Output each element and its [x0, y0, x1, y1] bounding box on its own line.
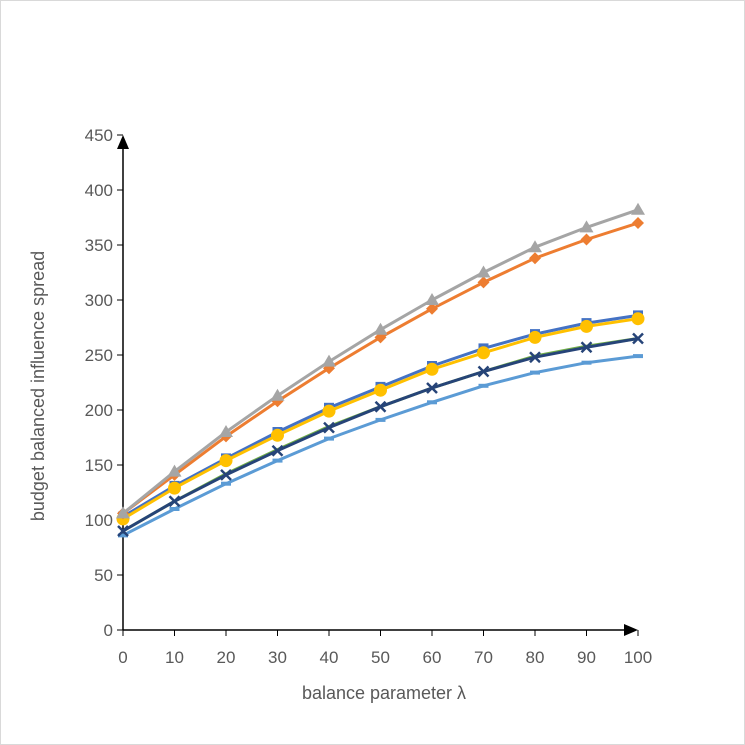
data-point [631, 202, 645, 215]
data-point [271, 444, 284, 457]
data-point [477, 276, 490, 289]
data-point [324, 436, 334, 441]
x-tick-label: 0 [118, 648, 127, 667]
data-point [528, 330, 542, 344]
data-point [116, 506, 130, 519]
data-point [631, 312, 645, 326]
y-tick-label: 300 [85, 291, 113, 310]
x-tick-label: 70 [474, 648, 493, 667]
y-tick-label: 250 [85, 346, 113, 365]
data-point-stroke [168, 495, 181, 508]
series-6 [117, 217, 644, 520]
data-point [374, 400, 387, 413]
data-point [117, 525, 129, 537]
data-point [529, 252, 541, 265]
data-point [476, 265, 491, 278]
x-tick-label: 40 [320, 648, 339, 667]
x-tick-label: 20 [217, 648, 236, 667]
x-tick-label: 10 [165, 648, 184, 667]
data-point [425, 293, 439, 305]
data-point-stroke [220, 469, 232, 481]
data-point [477, 365, 490, 378]
data-point-stroke [323, 421, 335, 434]
x-axis-title: balance parameter λ [302, 683, 466, 703]
data-point [529, 351, 541, 364]
y-tick-label: 350 [85, 236, 113, 255]
data-point [270, 388, 285, 401]
data-point [581, 360, 592, 365]
data-point [374, 383, 387, 397]
data-point-stroke [477, 365, 490, 378]
x-tick-label: 50 [371, 648, 390, 667]
series-line [121, 208, 640, 515]
data-point [478, 383, 489, 388]
data-point [373, 322, 388, 335]
y-tick-label: 150 [85, 456, 113, 475]
data-point [322, 354, 336, 367]
data-point [425, 362, 439, 376]
data-point-stroke [426, 382, 438, 394]
data-point [219, 454, 233, 468]
data-point [322, 404, 336, 418]
data-point-stroke [580, 341, 593, 354]
data-point [169, 507, 180, 511]
data-point [632, 217, 644, 229]
data-point [426, 302, 438, 315]
data-point [580, 319, 593, 333]
data-point-stroke [632, 332, 644, 345]
data-point [118, 533, 128, 538]
data-point-stroke [529, 351, 541, 364]
series-7 [116, 202, 645, 519]
data-point [632, 332, 644, 345]
data-point [477, 346, 490, 360]
data-point [427, 400, 437, 405]
data-point [375, 417, 386, 422]
y-axis-arrowhead [117, 135, 129, 149]
data-point-stroke [117, 525, 129, 537]
series-3 [117, 332, 644, 537]
data-point [219, 425, 233, 437]
data-point [271, 428, 284, 442]
data-point-stroke [271, 444, 284, 457]
x-tick-label: 90 [577, 648, 596, 667]
data-point [426, 382, 438, 394]
series-1 [118, 354, 643, 538]
data-point [221, 481, 231, 486]
data-point [168, 495, 181, 508]
y-tick-label: 450 [85, 126, 113, 145]
x-tick-label: 100 [624, 648, 652, 667]
data-point [530, 370, 540, 375]
data-point [580, 341, 593, 354]
y-tick-label: 400 [85, 181, 113, 200]
series-group [116, 202, 645, 538]
data-point [220, 469, 232, 481]
x-axis-arrowhead [624, 624, 638, 636]
y-tick-label: 0 [104, 621, 113, 640]
y-tick-label: 50 [94, 566, 113, 585]
data-point [168, 481, 181, 495]
data-point [579, 220, 594, 233]
data-point [633, 354, 643, 359]
tick-labels: 0 50 100 150 200 250 300 350 400 450 0 10 20 30 40 50 60… [85, 126, 653, 667]
y-tick-label: 100 [85, 511, 113, 530]
y-axis-title: budget balanced influence spread [28, 251, 48, 521]
data-point [580, 233, 593, 246]
data-point [167, 464, 182, 477]
data-point [272, 458, 283, 463]
x-tick-label: 30 [268, 648, 287, 667]
x-tick-label: 80 [526, 648, 545, 667]
data-point-stroke [374, 400, 387, 413]
y-tick-label: 200 [85, 401, 113, 420]
data-point [528, 240, 542, 253]
x-tick-label: 60 [423, 648, 442, 667]
data-point [323, 421, 335, 434]
